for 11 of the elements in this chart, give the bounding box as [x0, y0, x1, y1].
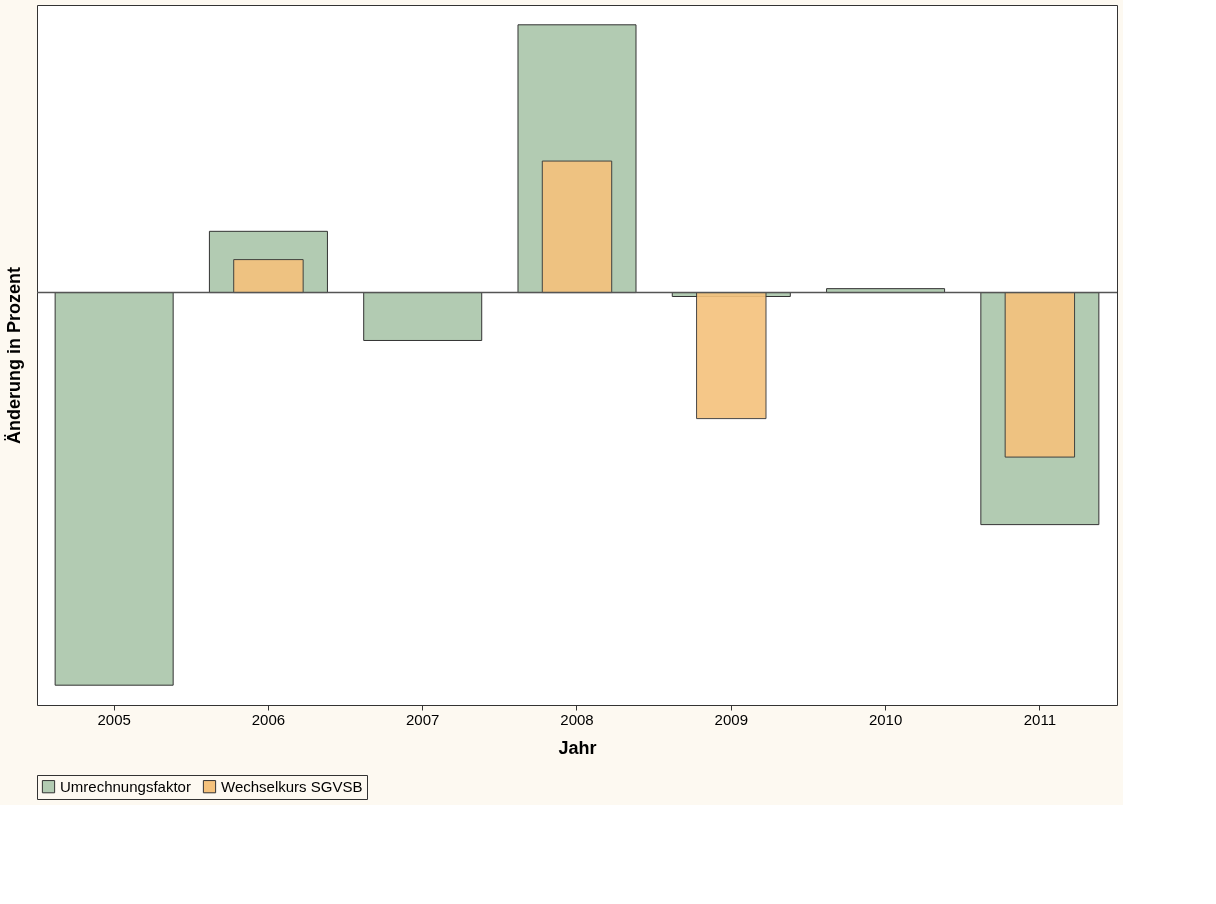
x-tick-label: 2010	[868, 710, 903, 728]
y-axis-title: Änderung in Prozent	[3, 267, 24, 444]
x-tick-label: 2005	[97, 710, 131, 728]
x-axis-title: Jahr	[558, 737, 597, 758]
x-tick-label: 2007	[406, 710, 440, 728]
legend-label: Wechselkurs SGVSB	[221, 777, 363, 795]
x-tick-label: 2008	[560, 710, 594, 728]
x-tick-label: 2009	[714, 710, 748, 728]
x-tick-label: 2011	[1023, 710, 1056, 728]
legend-label: Umrechnungsfaktor	[60, 777, 191, 795]
x-tick-label: 2006	[251, 710, 286, 728]
